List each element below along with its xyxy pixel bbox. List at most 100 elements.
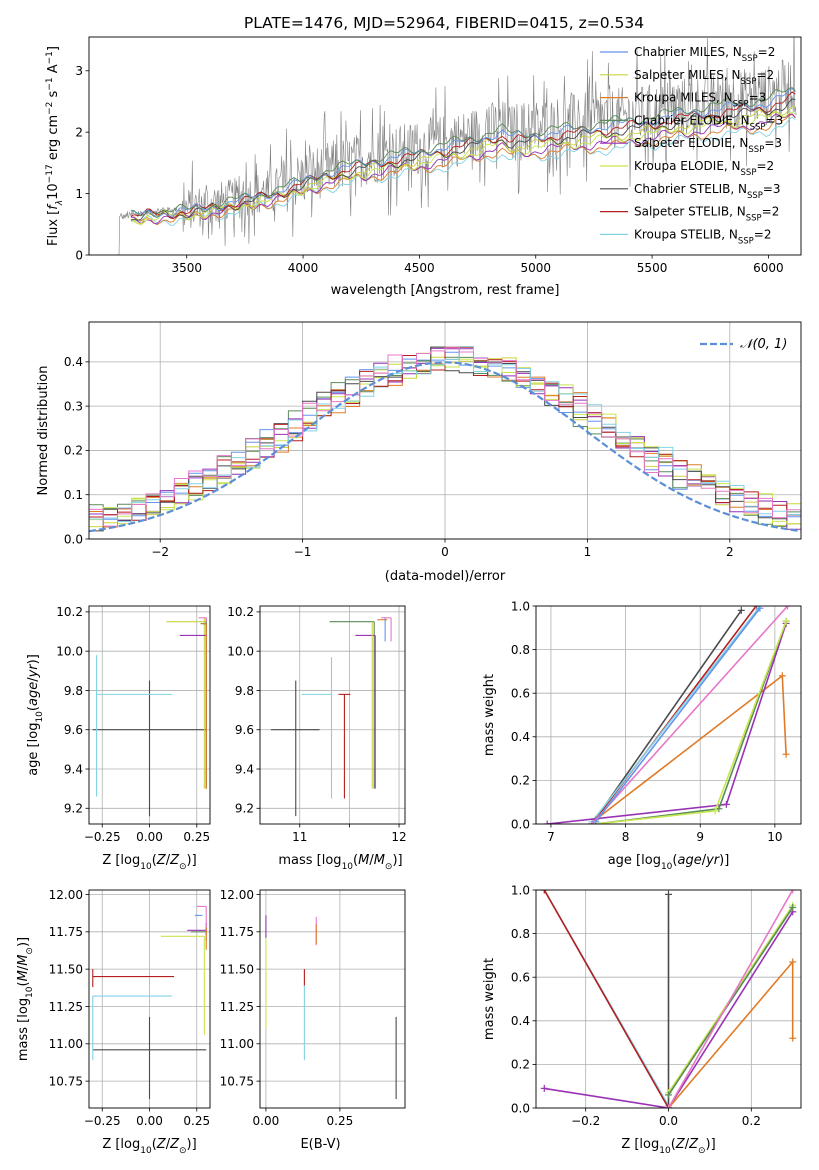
x-tick-label: 10 [767,830,782,844]
label-part: Z [log [102,1137,140,1152]
y-tick-label: 12.00 [49,888,83,902]
residual-histograms [89,346,801,535]
weight-vs-age-axes [536,605,801,825]
label-part: mass [log [16,998,31,1061]
spectrum-model-line [130,111,796,226]
residual-xlabel: (data-model)/error [385,569,506,584]
spectrum-labels: wavelength [Angstrom, rest frame] Flux [f… [45,46,559,298]
x-tick-label: −0.25 [84,1114,121,1128]
weight-vs-age-xlabel: age [log10(age/yr)] [608,853,730,872]
weight-vs-age-lines [543,606,792,824]
x-tick-label: 11 [292,830,307,844]
x-tick-label: 12 [391,830,406,844]
y-tick-label: 0.4 [511,1014,530,1028]
mass-vs-Z-ylabel: mass [log10(M/M⊙)] [16,937,35,1061]
x-tick-label: 0.2 [742,1114,761,1128]
mass-vs-EBV-labels: E(B-V) [300,1137,340,1152]
y-tick-label: 9.4 [64,762,83,776]
y-tick-label: 9.2 [235,802,254,816]
x-tick-label: 1 [584,545,592,559]
label-part: Z [log [102,853,140,868]
spectrum-model-line [130,87,796,218]
label-part: / [685,1137,690,1152]
label-part: / [16,965,31,970]
x-tick-label: 7 [547,830,555,844]
y-tick-label: 0.2 [64,444,83,458]
label-part: ] [46,46,61,51]
y-tick-label: 11.00 [49,1037,83,1051]
weight-series-line [591,606,789,824]
legend-entry: 𝒩(0, 1) [740,337,787,352]
label-part: s [46,90,61,101]
y-tick-label: 10.2 [227,605,254,619]
mass-vs-Z-errorbars [92,905,207,1100]
y-tick-label: 0.2 [511,1058,530,1072]
legend-sub: SSP [741,77,757,87]
legend-tail: =3 [749,91,767,105]
label-part: yr [705,853,721,868]
label-part: 10 [35,711,45,723]
axes-frame [535,605,802,825]
y-tick-label: 0.6 [511,971,530,985]
age-vs-Z-labels: Z [log10(Z/Z⊙)]age [log10(age/yr)] [26,654,197,872]
label-part: ( [26,706,41,711]
age-vs-mass-xlabel: mass [log10(M/M⊙)] [278,853,402,872]
y-tick-label: 0.0 [511,817,530,831]
spectrum-model-line [130,91,796,220]
label-part: Z [169,1137,180,1152]
weight-series-line [667,906,794,1096]
y-tick-label: 0.4 [511,730,530,744]
x-tick-label: 0.00 [136,830,163,844]
label-part: ( [353,853,358,868]
label-part: 10 [25,986,35,998]
label-part: 10 [342,862,354,872]
label-part: / [166,853,171,868]
y-tick-label: 9.6 [235,723,254,737]
y-tick-label: 10.75 [49,1074,83,1088]
y-tick-label: 10.75 [220,1074,254,1088]
spectrum-ylabel: Flux [fλ10−17 erg cm−2 s−1 A−1] [45,46,65,246]
weight-vs-age-labels: age [log10(age/yr)] mass weight [482,674,729,872]
y-tick-label: 11.25 [49,1000,83,1014]
label-part: age [log [608,853,661,868]
y-tick-label: 9.8 [235,684,254,698]
x-tick-label: −0.2 [571,1114,600,1128]
residual-ylabel: Normed distribution [36,366,51,496]
figure-title: PLATE=1476, MJD=52964, FIBERID=0415, z=0… [244,14,644,32]
spectrum-model-line [130,98,796,221]
label-part: )] [392,853,402,868]
weight-vs-Z-lines [540,890,797,1108]
label-part: 10 [659,1146,671,1156]
label-part: −1 [45,77,55,90]
legend-text: Chabrier MILES, N [634,45,742,59]
legend-text: Kroupa STELIB, N [634,227,738,241]
y-tick-label: 1.0 [511,599,530,613]
label-part: / [369,853,374,868]
spectrum-data-group [116,37,797,255]
weight-vs-Z-ylabel: mass weight [482,958,497,1040]
age-vs-mass-errorbars [270,617,392,817]
x-tick-label: 0 [441,545,449,559]
x-tick-label: −2 [151,545,169,559]
weight-series-line [667,890,794,1108]
y-tick-label: 3 [75,64,83,78]
legend-text: Kroupa ELODIE, N [634,159,741,173]
x-tick-label: 5000 [520,261,551,275]
label-part: age [log [26,723,41,776]
label-part: Z [156,1137,167,1152]
legend-text: Salpeter MILES, N [634,68,741,82]
weight-vs-age-ylabel: mass weight [482,674,497,756]
label-part: / [702,853,707,868]
label-part: 10 [140,862,152,872]
legend-sub: SSP [746,214,762,224]
y-tick-label: 12.00 [220,888,254,902]
age-vs-Z-xlabel: Z [log10(Z/Z⊙)] [102,853,196,872]
residuals-frame: −2 −1 0 1 2 0.0 0.1 0.2 0.3 0.4 [64,321,802,559]
label-part: ⊙ [25,947,35,955]
label-part: f [46,203,61,210]
x-tick-label: 0.25 [183,1114,210,1128]
mass-vs-EBV-frame: 0.00 0.25 10.75 11.00 11.25 11.50 11.75 12.00 [220,888,406,1128]
label-part: λ [55,200,65,206]
label-part: 10 [140,1146,152,1156]
